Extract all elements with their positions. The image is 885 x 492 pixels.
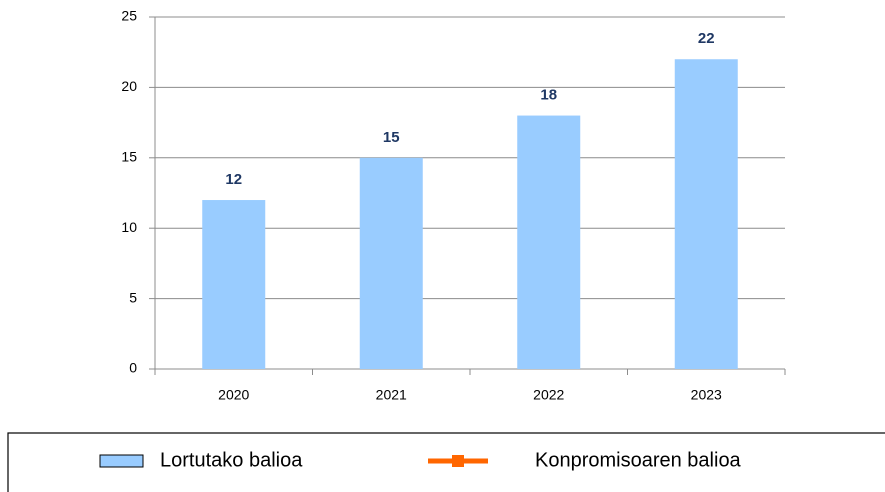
y-tick-label: 0 [129,360,137,376]
bar [674,59,738,370]
y-tick-label: 10 [121,219,137,235]
bar [202,200,266,369]
legend-swatch [99,454,144,468]
y-tick-label: 25 [121,8,137,24]
x-tick-label: 2020 [218,387,249,403]
legend-label: Konpromisoaren balioa [535,449,742,471]
bar [517,115,581,369]
data-label: 15 [383,129,400,146]
y-tick-label: 15 [121,149,137,165]
legend-label: Lortutako balioa [160,449,303,471]
data-label: 12 [225,171,242,188]
y-tick-label: 20 [121,78,137,94]
x-tick-label: 2023 [691,387,722,403]
y-tick-label: 5 [129,289,137,305]
data-label: 18 [540,87,557,104]
x-tick-label: 2022 [533,387,564,403]
x-tick-label: 2021 [376,387,407,403]
bar [359,157,423,369]
legend-marker [452,455,464,467]
data-label: 22 [698,30,715,47]
